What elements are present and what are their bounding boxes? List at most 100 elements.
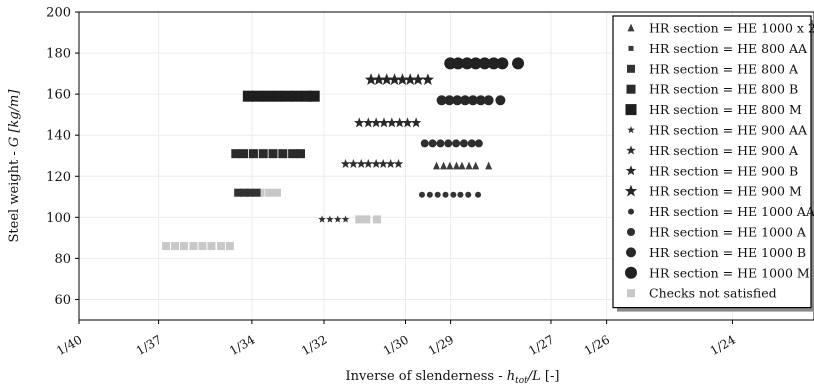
point-hr-section-he-1000-b bbox=[475, 95, 486, 106]
point-hr-section-he-1000-m bbox=[487, 57, 500, 70]
y-tick-label: 140 bbox=[46, 129, 71, 144]
point-hr-section-he-1000-x-249 bbox=[452, 161, 460, 170]
legend-label: HR section = HE 800 A bbox=[649, 61, 799, 76]
point-hr-section-he-900-b bbox=[410, 117, 422, 128]
y-tick-label: 160 bbox=[46, 88, 71, 103]
point-hr-section-he-900-m bbox=[388, 73, 401, 86]
x-axis-title-prefix: Inverse of slenderness - bbox=[346, 369, 507, 384]
point-hr-section-he-1000-b bbox=[460, 95, 471, 106]
point-hr-section-he-900-aa bbox=[333, 215, 342, 223]
legend-label: HR section = HE 800 M bbox=[649, 102, 802, 117]
legend-label: HR section = HE 900 M bbox=[649, 184, 802, 199]
point-hr-section-he-900-m bbox=[421, 73, 435, 86]
x-axis-title-symbol: h bbox=[507, 369, 515, 384]
legend-marker bbox=[628, 45, 634, 51]
point-hr-section-he-1000-a bbox=[428, 139, 437, 148]
point-hr-section-he-800-b bbox=[288, 149, 298, 159]
y-tick-label: 200 bbox=[46, 6, 71, 21]
point-hr-section-he-900-m bbox=[372, 73, 386, 86]
point-hr-section-he-800-m bbox=[242, 90, 254, 102]
x-tick-label: 1/29 bbox=[426, 332, 456, 358]
point-hr-section-he-1000-m bbox=[496, 57, 509, 70]
point-hr-section-he-1000-a bbox=[474, 139, 483, 148]
point-hr-section-he-900-a bbox=[393, 158, 404, 168]
point-hr-section-he-1000-b bbox=[467, 95, 478, 106]
point-hr-section-he-1000-m bbox=[452, 57, 465, 70]
point-hr-section-he-800-b bbox=[258, 149, 268, 159]
legend-label: HR section = HE 1000 x 249 bbox=[649, 21, 814, 36]
point-checks-not-satisfied bbox=[180, 242, 189, 251]
point-hr-section-he-1000-aa bbox=[426, 191, 433, 198]
y-tick-label: 80 bbox=[54, 252, 71, 267]
legend-marker bbox=[627, 126, 635, 134]
x-tick-label: 1/40 bbox=[54, 332, 84, 358]
point-hr-section-he-800-m bbox=[308, 90, 320, 102]
legend-label: HR section = HE 1000 B bbox=[649, 245, 806, 260]
point-checks-not-satisfied bbox=[372, 215, 381, 224]
legend-marker bbox=[624, 184, 638, 197]
y-axis-title-prefix: Steel weight - bbox=[7, 147, 22, 242]
point-hr-section-he-900-aa bbox=[341, 215, 350, 223]
plot-area bbox=[78, 11, 814, 321]
x-tick-label: 1/34 bbox=[227, 332, 258, 358]
point-hr-section-he-900-b bbox=[354, 117, 365, 128]
legend-marker bbox=[625, 165, 637, 176]
point-hr-section-he-800-a bbox=[246, 188, 255, 197]
point-hr-section-he-1000-x-249 bbox=[485, 161, 493, 170]
point-hr-section-he-1000-m bbox=[512, 57, 525, 70]
point-hr-section-he-1000-b bbox=[495, 95, 506, 106]
point-hr-section-he-800-b bbox=[231, 149, 241, 159]
x-axis-title-denominator: /L bbox=[526, 369, 541, 384]
point-hr-section-he-900-a bbox=[356, 158, 366, 168]
x-tick-label: 1/26 bbox=[582, 332, 612, 358]
point-hr-section-he-800-b bbox=[239, 149, 249, 159]
legend-label: HR section = HE 1000 AA bbox=[649, 204, 814, 219]
point-hr-section-he-1000-m bbox=[469, 57, 482, 70]
point-hr-section-he-1000-x-249 bbox=[465, 161, 473, 170]
point-hr-section-he-800-m bbox=[300, 90, 312, 102]
point-hr-section-he-1000-x-249 bbox=[472, 161, 480, 170]
point-hr-section-he-900-b bbox=[370, 117, 382, 128]
point-checks-not-satisfied bbox=[189, 242, 198, 251]
point-checks-not-satisfied bbox=[225, 242, 234, 251]
point-checks-not-satisfied bbox=[362, 215, 371, 224]
y-axis-title-symbol: G [kg/m] bbox=[7, 89, 22, 147]
legend-label: HR section = HE 900 B bbox=[649, 163, 798, 178]
point-hr-section-he-1000-a bbox=[467, 139, 476, 148]
legend-label: HR section = HE 900 AA bbox=[649, 123, 808, 138]
x-tick-label: 1/30 bbox=[381, 332, 411, 358]
point-checks-not-satisfied bbox=[272, 188, 281, 197]
point-hr-section-he-1000-a bbox=[459, 139, 468, 148]
point-hr-section-he-900-b bbox=[402, 117, 413, 128]
legend: HR section = HE 1000 x 249 HR section = H… bbox=[612, 15, 814, 312]
legend-marker bbox=[628, 208, 634, 215]
point-hr-section-he-800-m bbox=[261, 90, 273, 102]
point-hr-section-he-800-b bbox=[268, 149, 278, 159]
y-tick-label: 60 bbox=[54, 293, 71, 308]
point-hr-section-he-1000-x-249 bbox=[440, 161, 448, 170]
point-hr-section-he-800-b bbox=[278, 149, 288, 159]
legend-marker bbox=[626, 247, 636, 258]
point-hr-section-he-1000-aa bbox=[450, 191, 457, 198]
legend-box bbox=[612, 15, 812, 309]
y-tick-label: 120 bbox=[46, 170, 71, 185]
legend-marker bbox=[627, 64, 635, 73]
point-hr-section-he-900-a bbox=[371, 158, 381, 168]
legend-label: Checks not satisfied bbox=[649, 286, 777, 301]
point-hr-section-he-1000-aa bbox=[442, 191, 449, 198]
point-hr-section-he-1000-b bbox=[444, 95, 455, 106]
legend-marker bbox=[627, 228, 635, 236]
legend-label: HR section = HE 1000 A bbox=[649, 225, 807, 240]
legend-label: HR section = HE 900 A bbox=[649, 143, 799, 158]
legend-marker bbox=[625, 266, 637, 279]
point-checks-not-satisfied bbox=[355, 215, 364, 224]
point-checks-not-satisfied bbox=[198, 242, 207, 251]
point-hr-section-he-900-m bbox=[380, 73, 393, 86]
x-tick-label: 1/24 bbox=[708, 332, 739, 358]
y-tick-label: 100 bbox=[46, 211, 71, 226]
point-hr-section-he-1000-aa bbox=[434, 191, 441, 198]
point-hr-section-he-1000-x-249 bbox=[446, 161, 454, 170]
point-hr-section-he-900-b bbox=[386, 117, 398, 128]
point-hr-section-he-900-m bbox=[411, 73, 425, 86]
